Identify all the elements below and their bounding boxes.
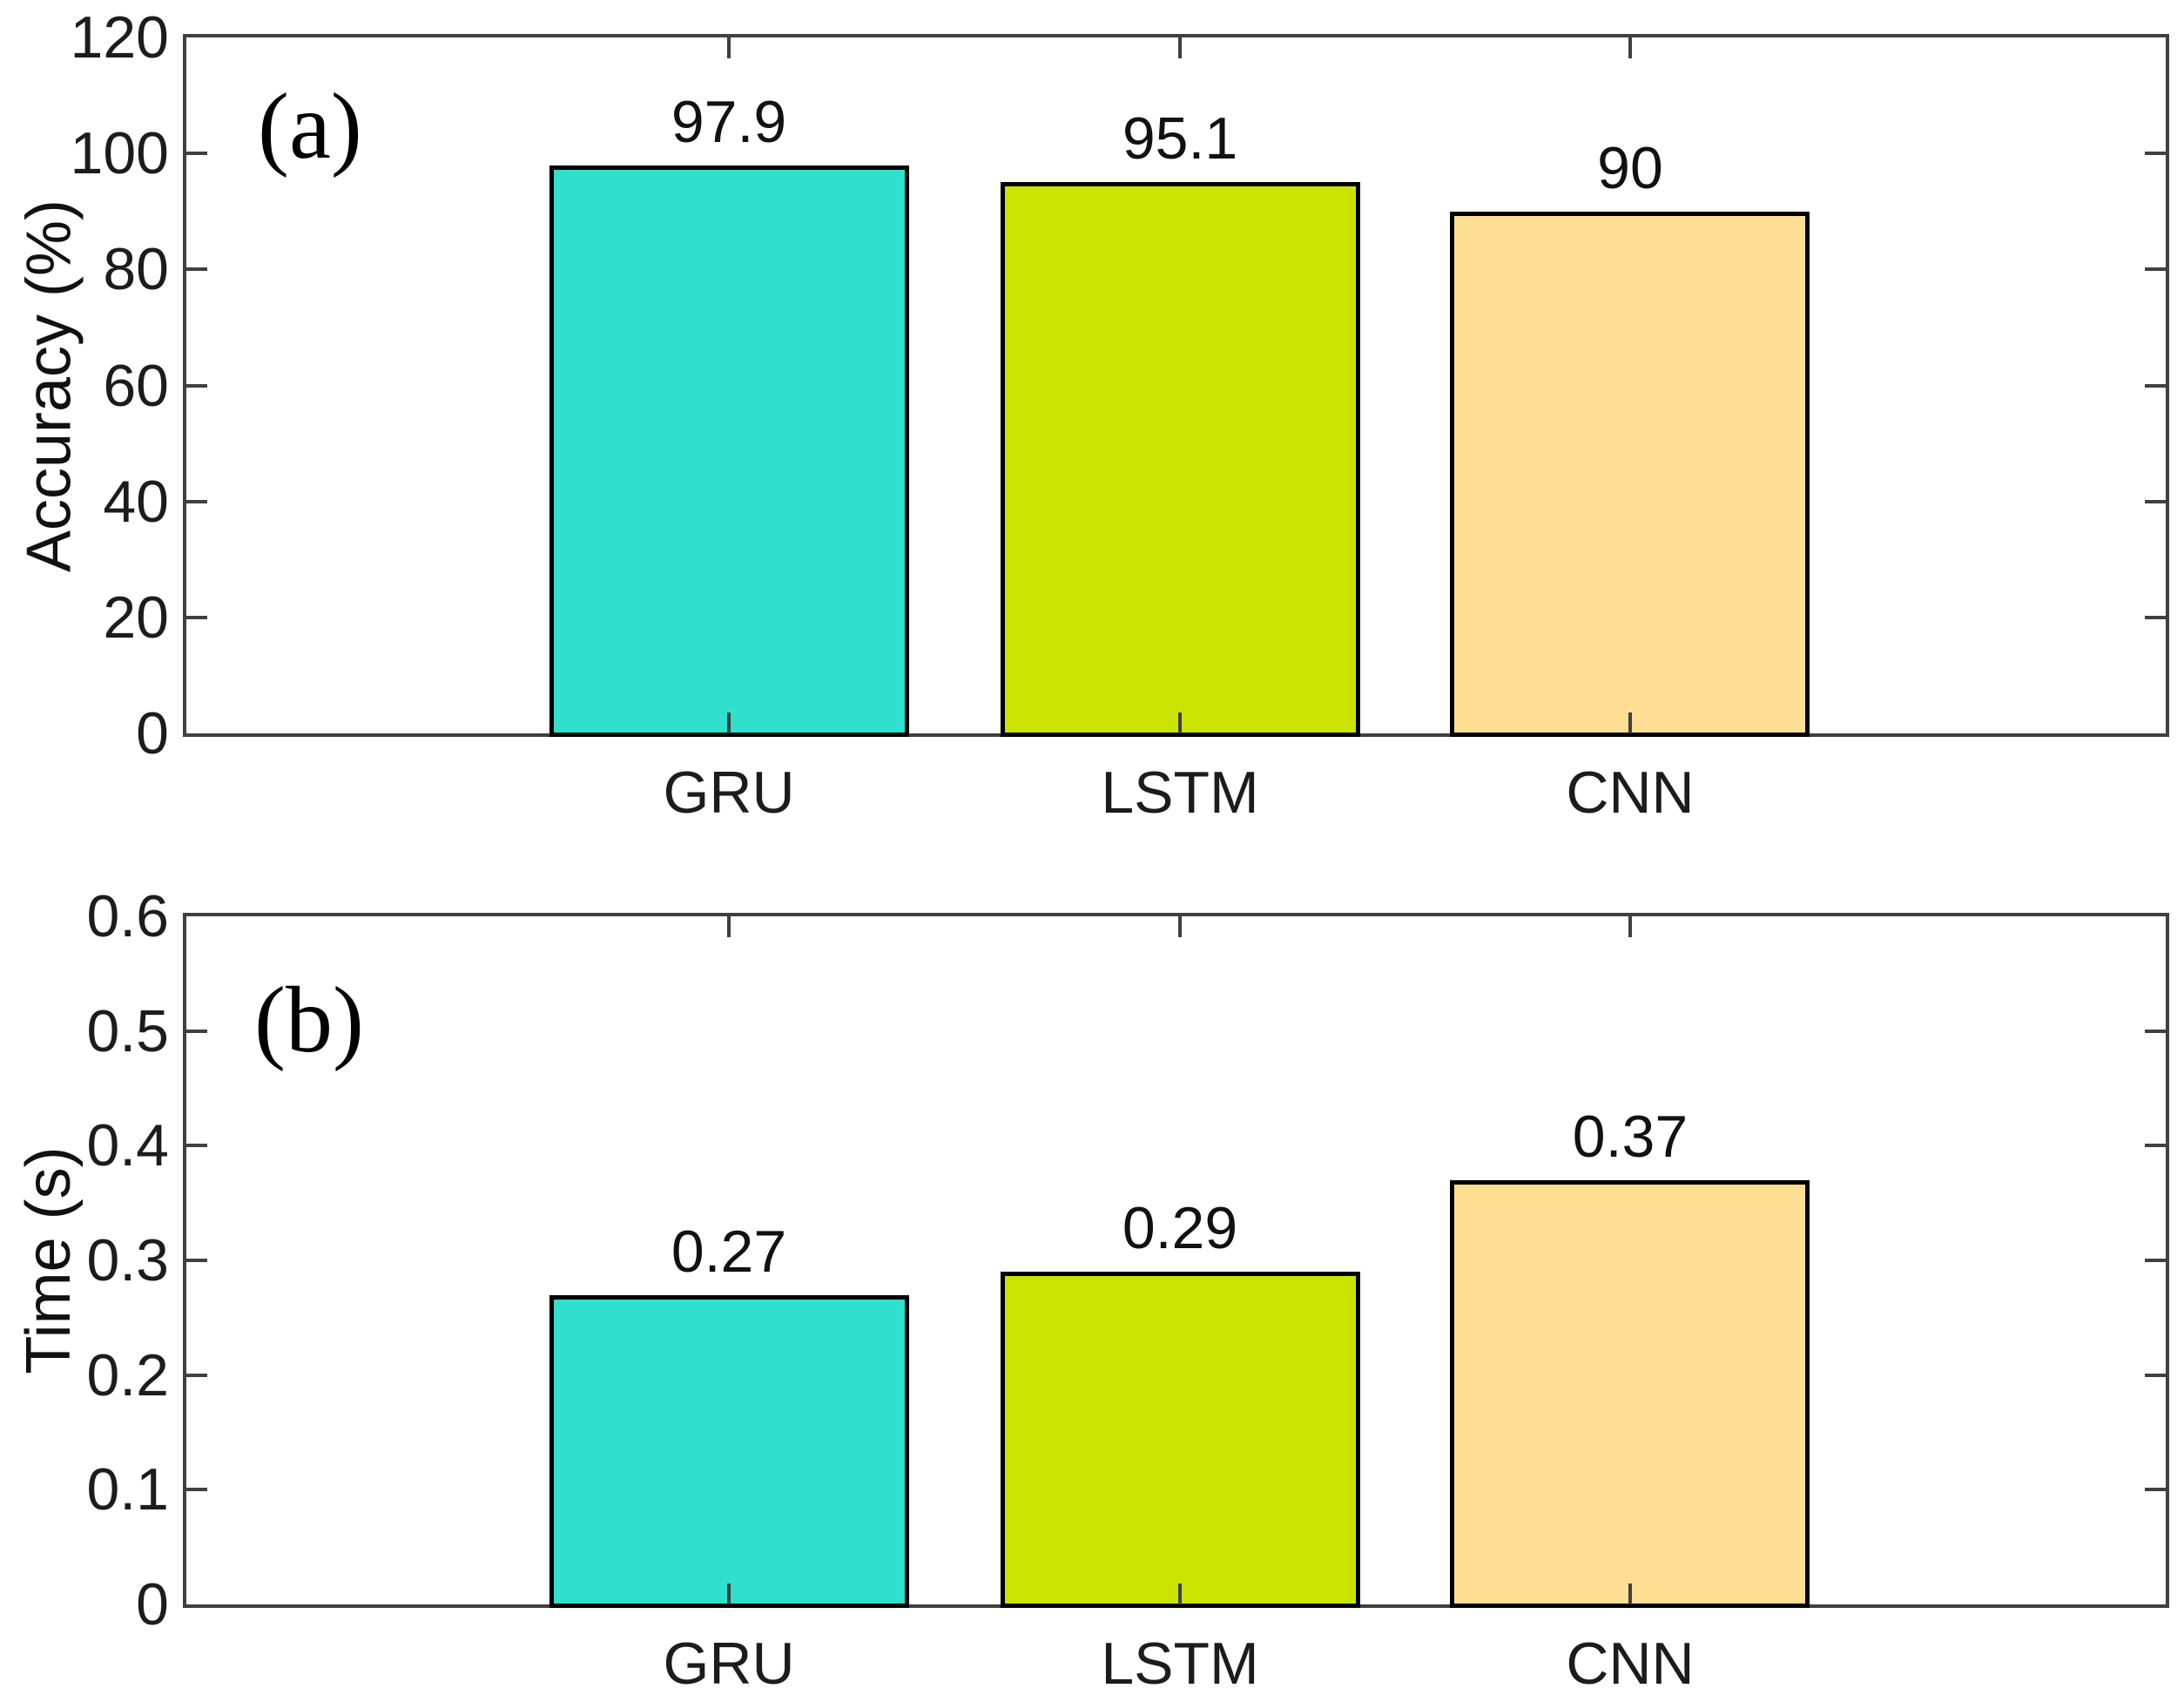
x-tick-label-cnn: CNN [1566, 1631, 1695, 1695]
y-tick-mark-right [2145, 267, 2166, 272]
y-tick-mark-right [2145, 499, 2166, 503]
y-tick-mark-right [2145, 1259, 2166, 1262]
y-tick-label: 40 [103, 468, 169, 535]
bar-value-label: 0.27 [671, 1218, 787, 1285]
x-tick-label-lstm: LSTM [1101, 1631, 1259, 1695]
x-tick-mark-bottom [727, 1584, 731, 1604]
bar-cnn [1450, 211, 1810, 737]
bar-value-label: 0.29 [1122, 1195, 1238, 1262]
plot-area-a: 97.9 95.1 90 [183, 34, 2169, 737]
y-tick-label: 100 [70, 120, 169, 187]
y-tick-mark-right [2145, 1144, 2166, 1148]
y-tick-label: 0 [136, 1571, 169, 1638]
bar-lstm [1000, 181, 1360, 737]
y-tick-mark-left [186, 1144, 207, 1148]
y-tick-label: 80 [103, 236, 169, 303]
x-tick-mark-top [1178, 37, 1182, 58]
y-tick-label: 20 [103, 584, 169, 651]
bar-value-label: 90 [1597, 134, 1663, 201]
y-tick-label: 0.6 [86, 883, 169, 949]
bar-lstm [1000, 1272, 1360, 1608]
x-tick-label-gru: GRU [663, 1631, 795, 1695]
panel-letter-a: (a) [258, 75, 362, 179]
x-tick-mark-top [1628, 37, 1632, 58]
y-tick-mark-right [2145, 1488, 2166, 1492]
bar-cnn [1450, 1179, 1810, 1608]
bar-value-label: 0.37 [1572, 1103, 1689, 1170]
bar-gru [549, 165, 909, 737]
y-tick-label: 0.1 [86, 1456, 169, 1523]
bar-value-label: 95.1 [1122, 105, 1238, 172]
x-tick-mark-top [727, 37, 731, 58]
y-axis-title-time: Time (s) [14, 1146, 84, 1374]
y-tick-mark-right [2145, 383, 2166, 388]
x-tick-label-cnn: CNN [1566, 760, 1695, 826]
y-tick-mark-left [186, 383, 207, 388]
y-tick-mark-left [186, 1488, 207, 1492]
panel-letter-b: (b) [254, 969, 364, 1072]
y-tick-mark-left [186, 615, 207, 619]
y-tick-mark-left [186, 152, 207, 156]
plot-area-b: 0.27 0.29 0.37 [183, 913, 2169, 1608]
x-tick-label-gru: GRU [663, 760, 795, 826]
y-tick-label: 0 [136, 700, 169, 766]
y-axis-title-accuracy: Accuracy (%) [14, 199, 84, 572]
x-tick-mark-top [1628, 916, 1632, 937]
y-tick-label: 60 [103, 352, 169, 419]
bar-gru [549, 1294, 909, 1608]
x-tick-mark-bottom [727, 712, 731, 733]
y-tick-mark-left [186, 499, 207, 503]
y-tick-label: 120 [70, 4, 169, 71]
x-tick-mark-top [727, 916, 731, 937]
x-tick-mark-bottom [1178, 1584, 1182, 1604]
y-tick-label: 0.2 [86, 1341, 169, 1408]
x-tick-mark-top [1178, 916, 1182, 937]
y-tick-mark-right [2145, 615, 2166, 619]
y-tick-mark-left [186, 1259, 207, 1262]
y-tick-label: 0.5 [86, 997, 169, 1064]
y-tick-mark-right [2145, 152, 2166, 156]
y-tick-label: 0.4 [86, 1112, 169, 1179]
bar-value-label: 97.9 [671, 89, 787, 156]
x-tick-mark-bottom [1178, 712, 1182, 733]
x-tick-label-lstm: LSTM [1101, 760, 1259, 826]
y-tick-mark-left [186, 267, 207, 272]
y-tick-mark-left [186, 1029, 207, 1033]
x-tick-mark-bottom [1628, 712, 1632, 733]
x-tick-mark-bottom [1628, 1584, 1632, 1604]
y-tick-mark-right [2145, 1029, 2166, 1033]
y-tick-mark-left [186, 1373, 207, 1377]
y-tick-mark-right [2145, 1373, 2166, 1377]
y-tick-label: 0.3 [86, 1227, 169, 1293]
